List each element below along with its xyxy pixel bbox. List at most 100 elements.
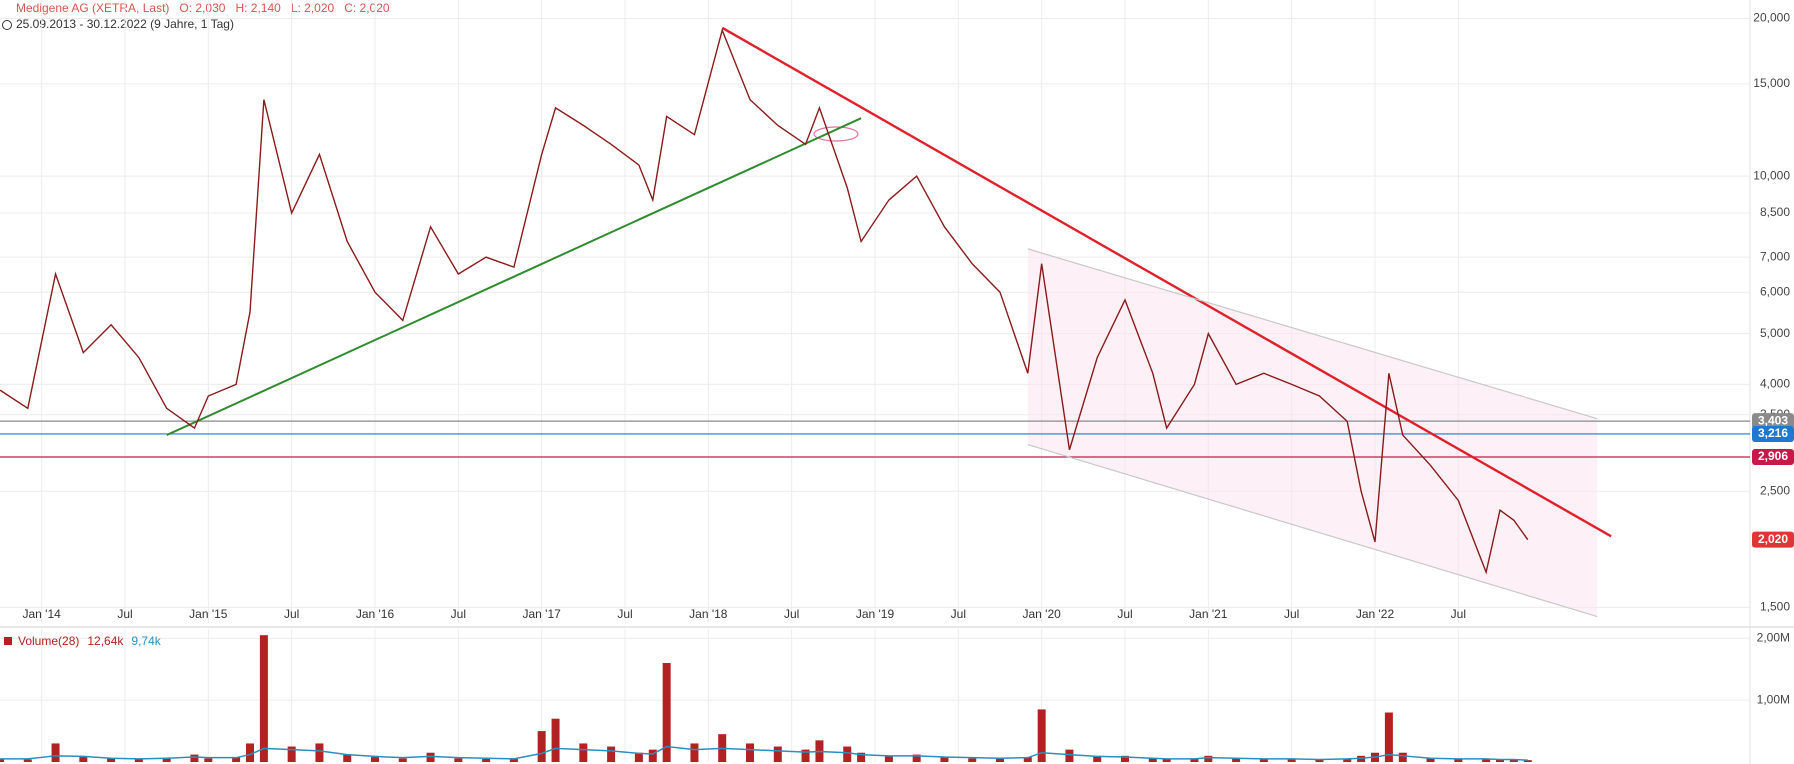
legend-text: 12,64k [87,634,124,648]
y-tick-label: 1,00M [1757,692,1790,706]
x-tick-label: Jan '16 [356,607,395,621]
volume-bar [246,743,254,762]
x-tick-label: Jul [117,607,132,621]
volume-bar [662,663,671,762]
y-tick-label: 7,000 [1760,249,1790,263]
volume-bar [1343,758,1352,762]
volume-bar [482,758,491,762]
volume-bar [1482,758,1491,762]
volume-bar [371,757,379,762]
volume-bar [398,758,407,762]
price-line [0,27,1529,575]
level-tag [1752,425,1794,442]
clock-icon [2,20,12,30]
volume-bar [1093,755,1102,762]
volume-bar [509,758,518,762]
volume-bar [912,754,921,762]
legend-text: 9,74k [131,634,161,648]
y-tick-label: 10,000 [1753,168,1790,182]
y-tick-label: 2,500 [1760,483,1790,497]
volume-bar [454,758,463,762]
level-label: 2,906 [1758,449,1788,463]
trendline [166,117,862,437]
level-tag [1752,413,1794,430]
volume-bar [287,746,296,762]
volume-bar [1023,757,1032,762]
volume-average [0,745,1528,761]
y-tick-label: 5,000 [1760,326,1790,340]
volume-bar [134,758,143,762]
trendline [1027,248,1598,420]
level-tag [1752,531,1794,548]
x-tick-label: Jan '14 [23,607,62,621]
volume-bar [190,754,199,762]
volume-bar [1190,758,1199,762]
volume-bar [579,743,588,762]
x-tick-label: Jan '17 [523,607,562,621]
volume-bar [1509,759,1518,762]
volume-bar [0,758,4,762]
volume-bar [1037,709,1046,762]
volume-bar [857,752,866,762]
volume-bar [343,754,352,762]
level-label: 3,403 [1758,413,1788,427]
x-tick-label: Jul [784,607,799,621]
x-tick-label: Jan '21 [1189,607,1228,621]
level-label: 3,216 [1758,426,1788,440]
volume-bar [162,757,171,762]
x-tick-label: Jan '22 [1356,607,1395,621]
x-tick-label: Jul [284,607,299,621]
volume-bar [1121,755,1129,762]
volume-bar [1523,760,1532,762]
level-label: 2,020 [1758,532,1788,546]
volume-bar [1496,759,1504,762]
volume-bar [1315,759,1324,762]
volume-bar [315,743,324,762]
trendline [721,26,1612,538]
volume-bar [1384,712,1393,762]
y-tick-label: 15,000 [1753,76,1790,90]
volume-bar [801,749,810,762]
annotation-ellipse [813,126,859,142]
x-tick-label: Jul [951,607,966,621]
volume-bar [537,731,546,762]
chart-title: Medigene AG (XETRA, Last) [16,1,169,15]
x-tick-label: Jul [1284,607,1299,621]
channel-fill [1027,248,1598,617]
volume-bar [884,755,893,762]
level-tag [1752,448,1794,465]
x-tick-label: Jul [1117,607,1132,621]
y-tick-label: 4,000 [1760,377,1790,391]
x-tick-label: Jul [617,607,632,621]
volume-bar [940,757,949,762]
volume-bar [1162,758,1171,762]
y-tick-label: 6,000 [1760,284,1790,298]
ohlc-value: L: 2,020 [291,1,335,15]
volume-bar [1426,758,1435,762]
volume-bar [23,759,32,762]
volume-bar [996,758,1004,762]
volume-bar [968,758,977,762]
x-tick-label: Jul [451,607,466,621]
volume-bar [1259,758,1268,762]
volume-bar [1454,758,1463,762]
y-tick-label: 2,00M [1757,630,1790,644]
y-tick-label: 1,500 [1760,599,1790,613]
volume-bar [259,635,268,762]
volume-bar [1065,749,1074,762]
volume-bar [607,746,616,762]
y-tick-label: 20,000 [1753,11,1790,25]
legend-text: Volume(28) [18,634,79,648]
volume-bar [746,743,754,762]
y-tick-label: 8,500 [1760,205,1790,219]
x-tick-label: Jul [1451,607,1466,621]
ohlc-value: H: 2,140 [235,1,281,15]
volume-bar [107,758,116,762]
volume-bar [204,758,213,762]
x-tick-label: Jan '20 [1023,607,1062,621]
volume-bar [648,749,657,762]
volume-bar [1398,752,1407,762]
